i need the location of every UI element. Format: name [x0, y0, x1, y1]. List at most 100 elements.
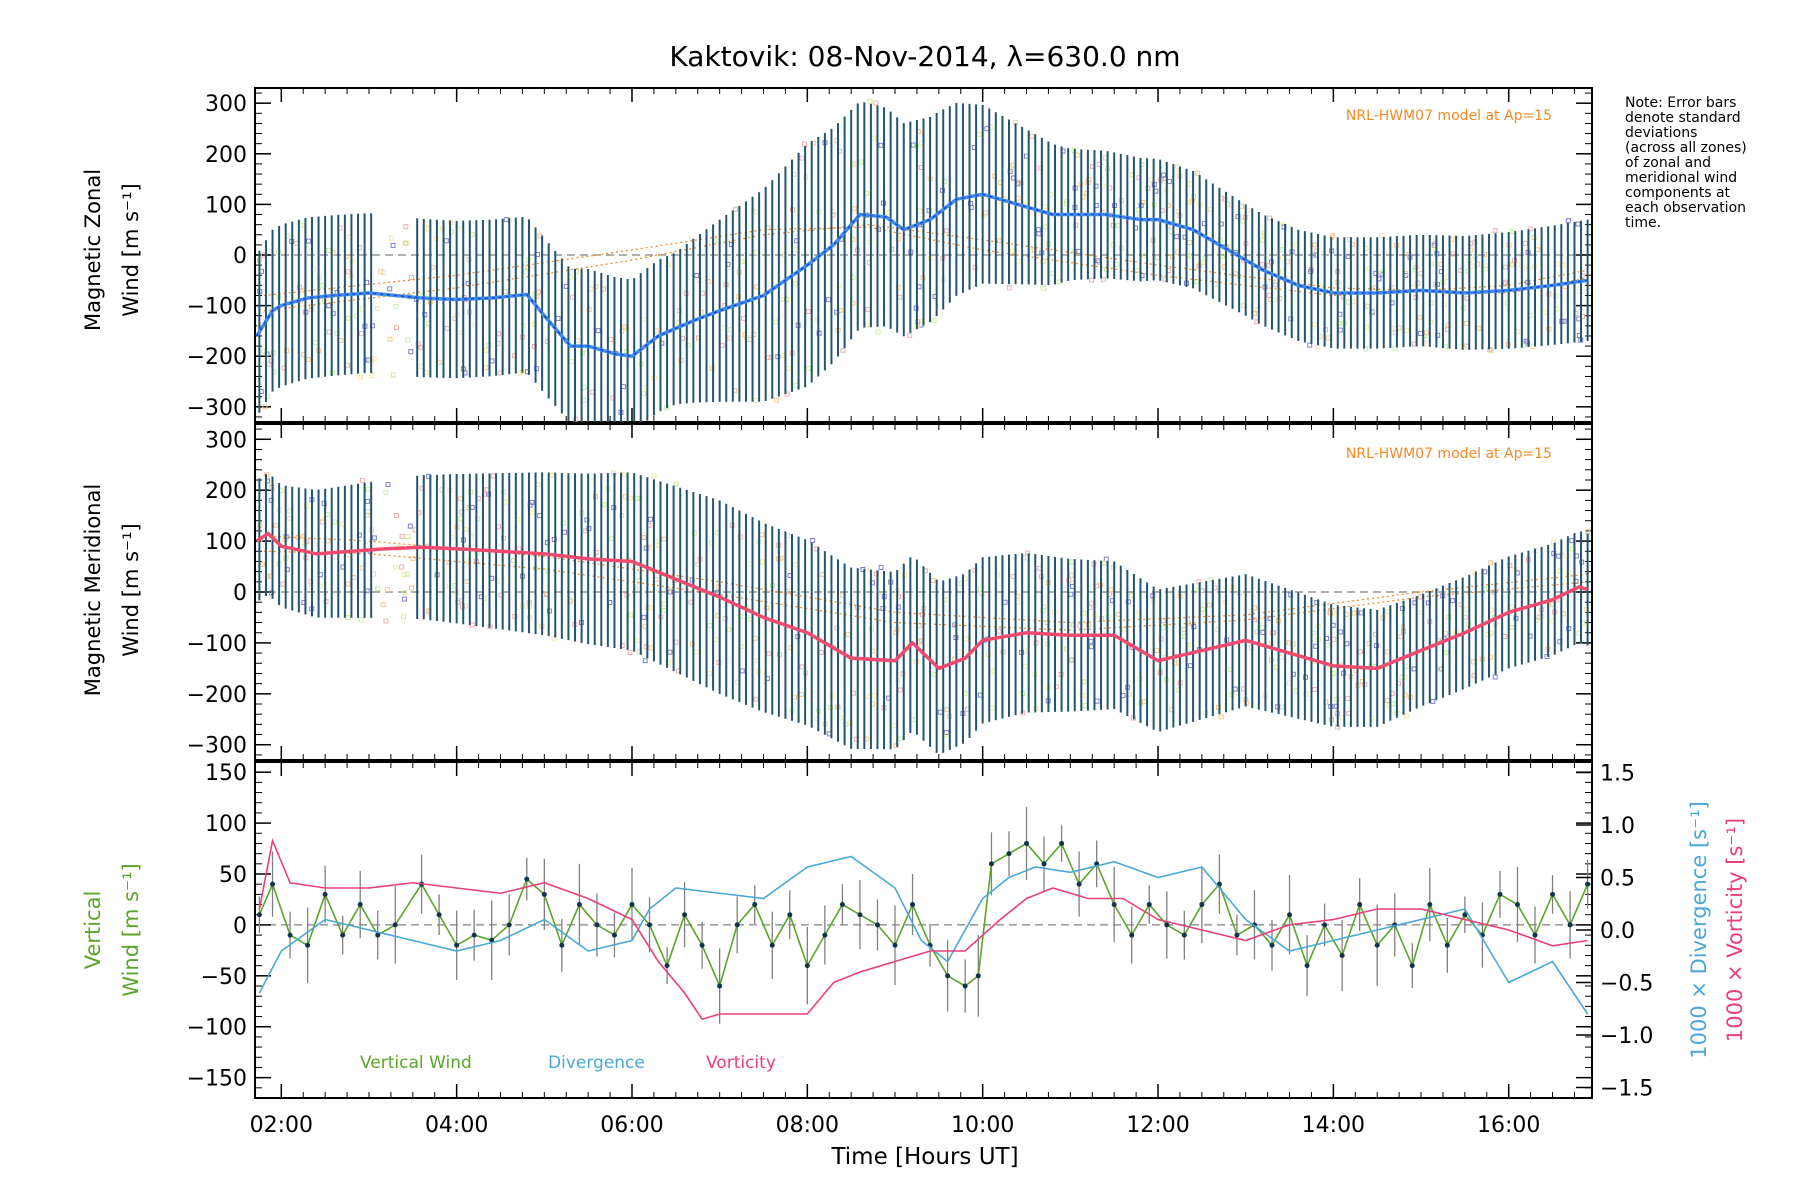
meridional-zone-point [1160, 625, 1166, 631]
zonal-zone-point [1503, 264, 1509, 270]
vertical-wind-point [874, 922, 880, 928]
zonal-zone-point [483, 365, 489, 371]
vertical-ytick-label: 50 [219, 863, 247, 888]
zonal-zone-point [1006, 285, 1012, 291]
vertical-panel: 150 100 50 0 −50 −100 −150 1.5 1.0 0.5 0.0 −0.5 −1.0… [187, 761, 1653, 1102]
meridional-zone-point [273, 522, 279, 528]
meridional-zone-point [1002, 599, 1008, 605]
vertical-wind-point [576, 902, 582, 908]
meridional-zone-point [463, 526, 469, 532]
zonal-zone-point [306, 238, 312, 244]
y2-tick-label: −0.5 [1600, 972, 1653, 997]
meridional-zone-point [878, 565, 884, 571]
vertical-wind-point [524, 876, 530, 882]
zonal-zone-point [555, 315, 561, 321]
zonal-zone-point [1148, 177, 1154, 183]
zonal-zone-point [1267, 215, 1273, 221]
meridional-zone-point [280, 581, 286, 587]
zonal-ytick-label: −100 [187, 295, 247, 320]
zonal-zone-point [319, 282, 325, 288]
meridional-zone-point [753, 696, 759, 702]
zonal-zone-point [387, 286, 393, 292]
vertical-ylabel: Vertical Wind [m s⁻¹] 1000 × Divergence … [81, 801, 1747, 1059]
vertical-ytick-label: −150 [187, 1067, 247, 1092]
y2-tick-label: 1.0 [1600, 814, 1635, 839]
meridional-zone-point [897, 687, 903, 693]
zonal-zone-point [306, 357, 312, 363]
meridional-ylabel-line1: Magnetic Meridional [81, 484, 105, 696]
meridional-zone-point [1259, 624, 1265, 630]
zonal-zone-point [897, 294, 903, 300]
zonal-zone-point [369, 372, 375, 378]
meridional-zone-point [1357, 649, 1363, 655]
zonal-zone-point [1089, 277, 1095, 283]
meridional-zone-point [989, 705, 995, 711]
zonal-panel: 300 200 100 0 −100 −200 −300 [187, 87, 1593, 423]
zonal-zone-point [907, 332, 913, 338]
zonal-zone-point [1483, 266, 1489, 272]
vertical-wind-point [340, 932, 346, 938]
meridional-ylabel: Magnetic Meridional Wind [m s⁻¹] [81, 484, 143, 696]
zonal-zone-point [374, 305, 380, 311]
zonal-zone-point [443, 238, 449, 244]
vertical-wind-point [471, 932, 477, 938]
zonal-zone-point [326, 247, 332, 253]
meridional-zone-point [1311, 630, 1317, 636]
meridional-zone-point [1187, 663, 1193, 669]
meridional-zone-point [864, 566, 870, 572]
meridional-zone-point [627, 495, 633, 501]
zonal-zone-point [365, 357, 371, 363]
zonal-zone-point [1200, 259, 1206, 265]
zonal-zone-point [608, 336, 614, 342]
vertical-wind-point [322, 891, 328, 897]
zonal-zone-point [740, 315, 746, 321]
vertical-wind-point [1199, 902, 1205, 908]
zonal-zone-point [1307, 342, 1313, 348]
meridional-zone-point [609, 536, 615, 542]
meridional-zone-point [1068, 657, 1074, 663]
vertical-wind-point [541, 891, 547, 897]
meridional-zone-point [688, 599, 694, 605]
meridional-zone-point [332, 519, 338, 525]
meridional-zone-point [385, 482, 391, 488]
meridional-zone-point [759, 532, 765, 538]
zonal-zone-point [389, 235, 395, 241]
vertical-ytick-label: −50 [201, 965, 247, 990]
zonal-zone-point [408, 275, 414, 281]
zonal-zone-point [1029, 133, 1035, 139]
vertical-wind-point [717, 983, 723, 989]
vertical-wind-point [1357, 902, 1363, 908]
zonal-zone-point [785, 366, 791, 372]
x-tick-label: 14:00 [1302, 1113, 1365, 1138]
vertical-wind-point [506, 922, 512, 928]
zonal-zone-point [802, 141, 808, 147]
zonal-zone-point [346, 315, 352, 321]
zonal-zone-point [1260, 237, 1266, 243]
vertical-plot-area [256, 806, 1591, 1024]
zonal-zone-point [865, 306, 871, 312]
zonal-zone-point [1212, 281, 1218, 287]
meridional-zone-point [1403, 713, 1409, 719]
zonal-zone-point [792, 281, 798, 287]
meridional-zone-point [647, 516, 653, 522]
vertical-wind-point [752, 902, 758, 908]
meridional-zone-point [401, 596, 407, 602]
meridional-zone-point [1081, 679, 1087, 685]
meridional-zone-point [759, 559, 765, 565]
zonal-zone-point [390, 242, 396, 248]
vertical-wind-point [734, 922, 740, 928]
vertical-wind-point [1146, 902, 1152, 908]
meridional-zone-point [872, 692, 878, 698]
x-tick-label: 12:00 [1126, 1113, 1189, 1138]
meridional-zone-point [1450, 598, 1456, 604]
zonal-zone-point [840, 347, 846, 353]
vertical-wind-point [1111, 902, 1117, 908]
meridional-zone-point [752, 635, 758, 641]
vertical-wind-point [1567, 922, 1573, 928]
note-line: deviations [1625, 125, 1698, 141]
meridional-zone-point [1385, 649, 1391, 655]
zonal-zone-point [1259, 262, 1265, 268]
zonal-zone-point [1469, 263, 1475, 269]
vertical-wind-point [436, 912, 442, 918]
zonal-zone-point [1443, 344, 1449, 350]
